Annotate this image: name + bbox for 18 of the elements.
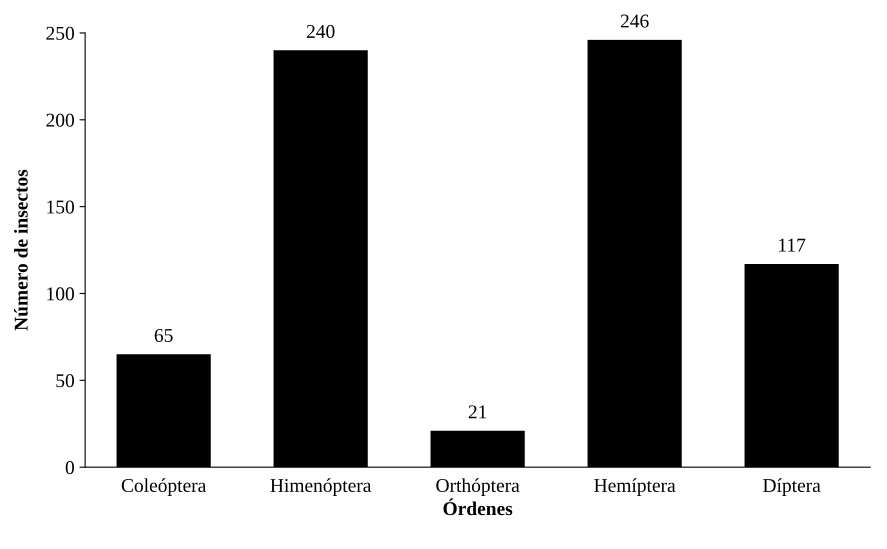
y-tick-label: 0 — [66, 461, 74, 474]
data-label: 21 — [468, 405, 486, 418]
x-tick-label: Hemíptera — [594, 478, 676, 496]
x-tick-label: Coleóptera — [122, 478, 206, 496]
data-label: 117 — [779, 238, 806, 252]
data-label: 240 — [306, 24, 334, 38]
y-tick-label: 150 — [47, 200, 74, 214]
x-tick-label: Himenóptera — [270, 478, 372, 496]
data-label: 65 — [154, 328, 173, 342]
y-tick-label: 50 — [56, 374, 74, 388]
y-tick-label: 200 — [46, 114, 74, 127]
x-tick-label: Díptera — [763, 478, 821, 496]
y-axis-title: Número de insectos — [14, 170, 28, 331]
data-label: 246 — [620, 14, 649, 28]
x-tick-label: Orthóptera — [436, 478, 520, 496]
x-axis-title: Órdenes — [443, 498, 512, 516]
y-tick-label: 100 — [47, 287, 74, 300]
y-tick-label: 250 — [46, 26, 74, 40]
